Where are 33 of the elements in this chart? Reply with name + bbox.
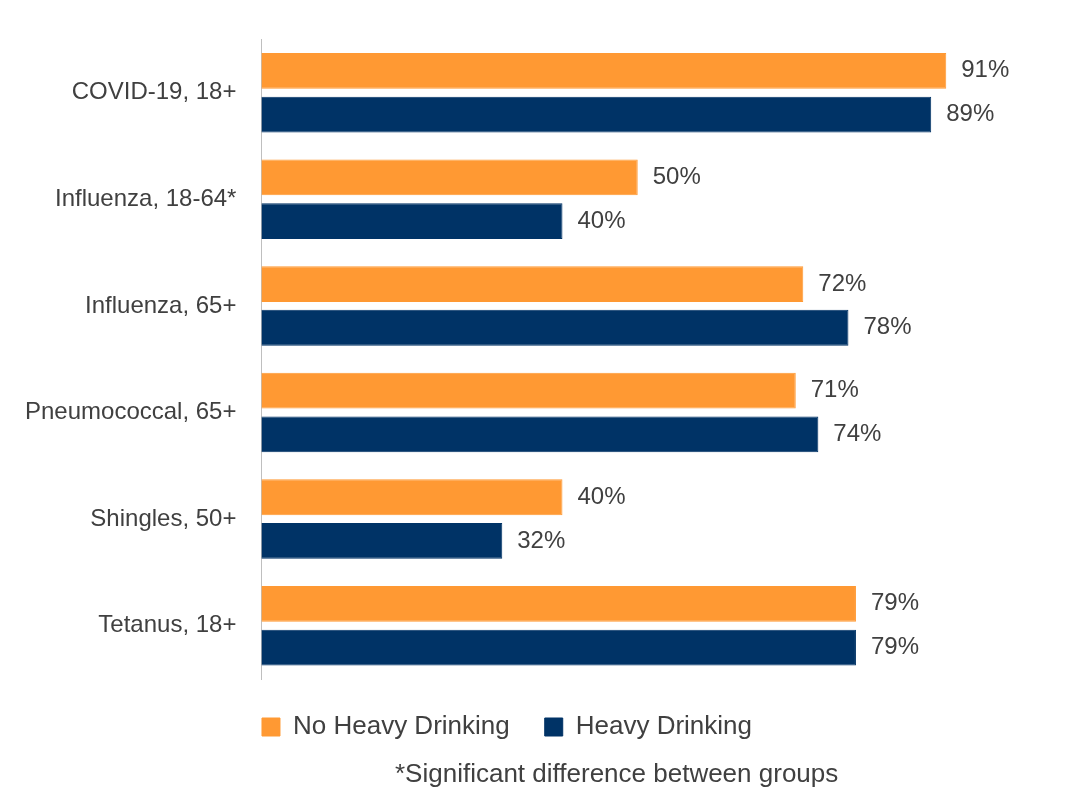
bar [261,416,819,453]
y-tick-label: Shingles, 50+ [90,503,237,531]
data-label: 91% [961,55,1010,83]
data-label: 79% [870,588,920,616]
bar [261,629,856,666]
data-label: 72% [818,268,867,296]
legend-label: No Heavy Drinking [292,710,510,741]
data-label: 78% [863,312,912,340]
y-tick-label: Influenza, 18-64* [55,183,237,211]
bar [261,96,932,133]
text: *Significant difference between groups [395,758,839,789]
data-label: 89% [946,99,995,127]
data-label: 32% [517,525,566,553]
y-tick-label: Tetanus, 18+ [98,610,237,638]
data-label: 50% [652,162,701,190]
data-label: 40% [577,481,626,509]
bar [261,266,804,302]
bar [261,585,856,622]
bar [261,309,849,346]
data-label: 71% [810,375,859,403]
bar [261,523,503,559]
bar [261,372,796,409]
bar [261,52,947,89]
bar [261,203,563,240]
bar [261,159,638,196]
y-tick-label: Pneumococcal, 65+ [25,397,237,425]
legend-label: Heavy Drinking [575,710,753,741]
y-tick-label: Influenza, 65+ [85,290,237,318]
data-label: 79% [870,632,920,660]
data-label: 74% [833,418,882,446]
data-label: 40% [577,205,626,233]
bar [261,479,563,516]
y-tick-label: COVID-19, 18+ [71,77,237,105]
